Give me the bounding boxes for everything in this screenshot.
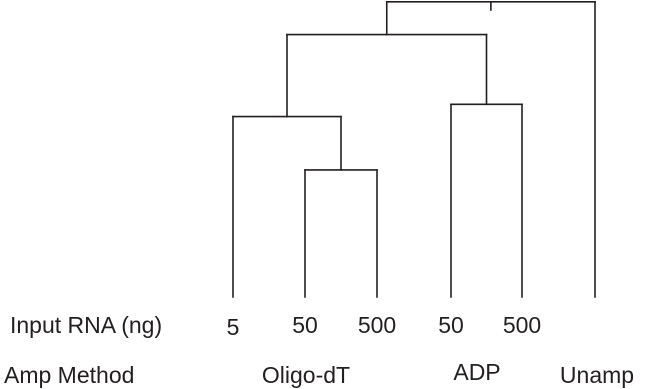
input-rna-value: 500 [357,312,397,338]
input-rna-value: 50 [292,312,318,338]
amp-method-group: ADP [453,359,501,385]
amp-method-group: Oligo-dT [261,362,351,388]
input-rna-value: 5 [226,314,240,340]
amp-method-group: Unamp [559,362,635,388]
input-rna-value: 50 [438,312,464,338]
amp-method-label: Amp Method [4,362,135,388]
input-rna-value: 500 [502,312,542,338]
input-rna-label: Input RNA (ng) [10,312,163,338]
